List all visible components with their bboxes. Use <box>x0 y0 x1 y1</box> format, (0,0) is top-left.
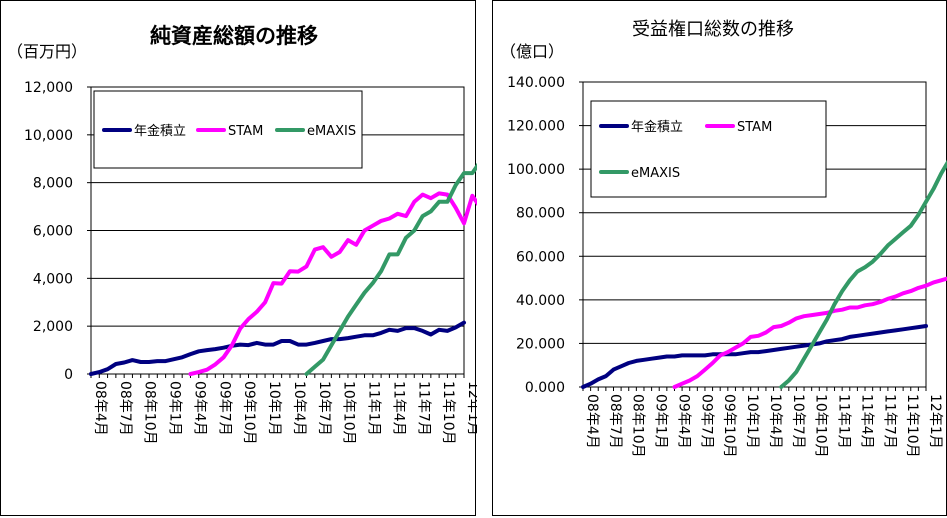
series-line <box>779 159 947 389</box>
y-tick-label: 60.000 <box>516 249 565 265</box>
y-tick-label: 0.000 <box>525 380 565 396</box>
y-tick-label: 8,000 <box>33 176 73 192</box>
x-tick-label: 09年1月 <box>653 394 669 449</box>
legend-label: STAM <box>737 120 772 135</box>
x-tick-label: 11年10月 <box>904 394 920 458</box>
x-tick-label: 09年10月 <box>721 394 737 458</box>
y-tick-label: 4,000 <box>33 271 73 287</box>
x-tick-label: 08年10月 <box>142 381 158 445</box>
chart-title: 受益権口総数の推移 <box>632 19 794 40</box>
x-tick-label: 11年1月 <box>366 381 382 436</box>
x-tick-label: 09年7月 <box>698 394 714 449</box>
series-line <box>304 162 477 376</box>
legend-label: 年金積立 <box>631 119 683 135</box>
legend-label: eMAXIS <box>307 124 356 139</box>
units-chart: 受益権口総数の推移 （億口） 0.000 20.000 40.000 60.000 80.0… <box>500 19 947 458</box>
x-tick-label: 08年4月 <box>584 394 600 449</box>
x-tick-label: 09年10月 <box>241 381 257 445</box>
y-tick-label: 10,000 <box>24 128 73 144</box>
legend-box <box>590 100 827 198</box>
x-tick-label: 10年1月 <box>744 394 760 449</box>
x-tick-label: 11年7月 <box>881 394 897 449</box>
x-tick-label: 11年1月 <box>836 394 852 449</box>
x-tick-label: 10年4月 <box>291 381 307 436</box>
x-tick-label: 09年7月 <box>216 381 232 436</box>
x-tick-label: 10年7月 <box>790 394 806 449</box>
y-axis-unit-label: （億口） <box>500 42 564 61</box>
x-tick-label: 11年7月 <box>415 381 431 436</box>
legend-label: eMAXIS <box>631 166 680 181</box>
series-line <box>89 320 466 376</box>
y-tick-label: 0 <box>64 367 73 383</box>
y-axis-unit-label: （百万円） <box>7 42 87 61</box>
y-tick-label: 20.000 <box>516 336 565 352</box>
x-tick-label: 10年10月 <box>813 394 829 458</box>
y-tick-label: 140.000 <box>507 75 565 91</box>
y-tick-label: 12,000 <box>24 80 73 96</box>
x-tick-label: 12年1月 <box>465 381 477 436</box>
legend-box <box>93 90 363 169</box>
x-tick-label: 11年4月 <box>858 394 874 449</box>
series-line <box>672 276 947 389</box>
net-assets-chart-panel: 純資産総額の推移 （百万円） 0 2,000 4,000 6,000 8,000 10,000… <box>0 0 477 516</box>
net-assets-chart: 純資産総額の推移 （百万円） 0 2,000 4,000 6,000 8,000 10,000… <box>7 24 477 445</box>
x-tick-label: 08年7月 <box>607 394 623 449</box>
y-tick-label: 80.000 <box>516 206 565 222</box>
x-tick-label: 08年7月 <box>117 381 133 436</box>
legend-label: STAM <box>228 124 263 139</box>
x-tick-label: 10年1月 <box>266 381 282 436</box>
x-tick-label: 08年10月 <box>630 394 646 458</box>
x-tick-label: 10年7月 <box>316 381 332 436</box>
x-tick-label: 10年10月 <box>341 381 357 445</box>
y-tick-label: 6,000 <box>33 224 73 240</box>
y-tick-label: 2,000 <box>33 319 73 335</box>
legend-label: 年金積立 <box>134 123 186 139</box>
series-line <box>188 191 477 376</box>
x-tick-label: 10年4月 <box>767 394 783 449</box>
x-tick-label: 11年4月 <box>390 381 406 436</box>
x-tick-label: 08年4月 <box>92 381 108 436</box>
x-tick-label: 09年1月 <box>167 381 183 436</box>
y-tick-label: 40.000 <box>516 293 565 309</box>
y-tick-label: 120.000 <box>507 119 565 135</box>
series-line <box>581 324 928 389</box>
chart-title: 純資産総額の推移 <box>150 24 318 48</box>
plot-area <box>90 86 465 375</box>
y-tick-label: 100.000 <box>507 162 565 178</box>
x-tick-label: 09年4月 <box>675 394 691 449</box>
units-chart-panel: 受益権口総数の推移 （億口） 0.000 20.000 40.000 60.000 80.0… <box>492 0 947 516</box>
plot-area <box>582 81 927 388</box>
x-tick-label: 12年1月 <box>927 394 943 449</box>
x-tick-label: 09年4月 <box>191 381 207 436</box>
x-tick-label: 11年10月 <box>440 381 456 445</box>
